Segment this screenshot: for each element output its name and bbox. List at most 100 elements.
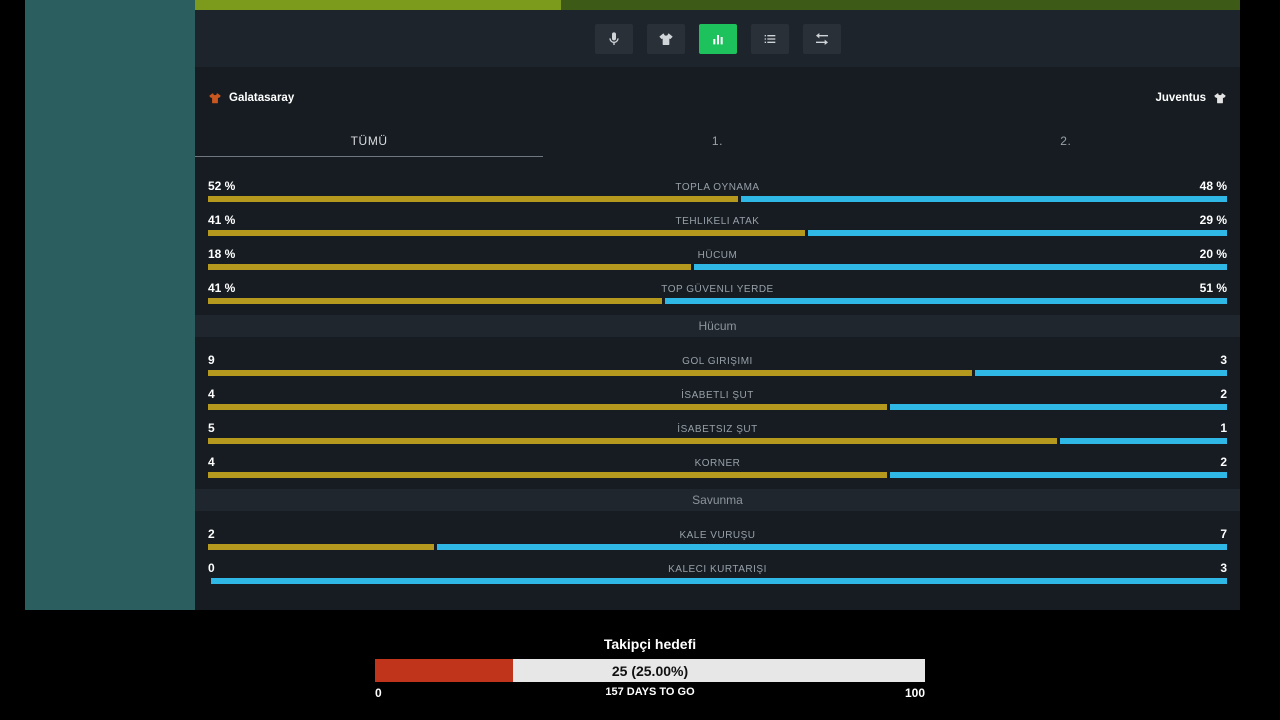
away-value: 3	[1220, 353, 1227, 367]
home-bar-segment	[208, 298, 663, 304]
stat-row: 4 İSABETLI ŞUT 2	[208, 387, 1227, 410]
stat-line: 9 GOL GIRIŞIMI 3	[208, 353, 1227, 367]
goal-progress-text: 25 (25.00%)	[611, 662, 689, 679]
top-progress-fill	[195, 0, 561, 10]
stat-bar	[208, 544, 1227, 550]
goal-scale-max: 100	[904, 686, 925, 700]
home-value: 2	[208, 527, 215, 541]
stat-label: KORNER	[694, 458, 741, 469]
away-value: 3	[1220, 561, 1227, 575]
home-value: 0	[208, 561, 215, 575]
stat-label: İSABETLI ŞUT	[681, 390, 754, 401]
teams-row: Galatasaray Juventus	[195, 89, 1240, 107]
microphone-icon	[606, 31, 622, 47]
microphone-button[interactable]	[594, 23, 633, 54]
home-bar-segment	[208, 264, 691, 270]
home-value: 41 %	[208, 281, 236, 295]
stat-line: 41 % TEHLIKELI ATAK 29 %	[208, 213, 1227, 227]
stat-row: 41 % TEHLIKELI ATAK 29 %	[208, 213, 1227, 236]
top-progress-bar	[195, 0, 1240, 10]
section-rows: 2 KALE VURUŞU 7 0 KALECI KURTARIŞI 3	[195, 527, 1240, 584]
home-team-name: Galatasaray	[229, 92, 295, 104]
home-bar-segment	[208, 196, 738, 202]
section-overview: 52 % TOPLA OYNAMA 48 % 41 % TEHLIKELI AT…	[195, 179, 1240, 304]
away-bar-segment	[890, 472, 1227, 478]
list-button[interactable]	[750, 23, 789, 54]
stat-bar	[208, 438, 1227, 444]
section-defense: Savunma 2 KALE VURUŞU 7 0 KALECI KURTARI…	[195, 489, 1240, 584]
away-bar-segment	[211, 578, 1227, 584]
stat-line: 18 % HÜCUM 20 %	[208, 247, 1227, 261]
stats-panel: Galatasaray Juventus TÜMÜ 1. 2. 52 % TOP…	[195, 0, 1240, 610]
goal-scale-min: 0	[375, 686, 382, 700]
stat-label: HÜCUM	[697, 250, 738, 261]
home-value: 52 %	[208, 179, 236, 193]
follower-goal-bar: 25 (25.00%)	[375, 659, 925, 682]
section-attack: Hücum 9 GOL GIRIŞIMI 3 4 İSABETLI ŞUT 2 …	[195, 315, 1240, 478]
away-value: 29 %	[1199, 213, 1227, 227]
tab-first-half[interactable]: 1.	[711, 133, 724, 148]
stat-row: 52 % TOPLA OYNAMA 48 %	[208, 179, 1227, 202]
away-value: 48 %	[1199, 179, 1227, 193]
tab-second-half[interactable]: 2.	[1060, 133, 1072, 148]
stat-bar	[208, 196, 1227, 202]
home-team: Galatasaray	[208, 91, 294, 105]
home-bar-segment	[208, 404, 888, 410]
stat-row: 5 İSABETSIZ ŞUT 1	[208, 421, 1227, 444]
home-bar-segment	[208, 230, 805, 236]
away-team-name: Juventus	[1155, 92, 1207, 104]
away-value: 2	[1220, 455, 1227, 469]
stat-label: KALE VURUŞU	[679, 530, 756, 541]
stat-label: İSABETSIZ ŞUT	[677, 424, 758, 435]
away-bar-segment	[693, 264, 1227, 270]
section-header-attack: Hücum	[195, 315, 1240, 337]
home-bar-segment	[208, 370, 973, 376]
away-value: 51 %	[1199, 281, 1227, 295]
stat-row: 2 KALE VURUŞU 7	[208, 527, 1227, 550]
bar-chart-icon	[710, 31, 726, 47]
stats-chart-button[interactable]	[698, 23, 737, 54]
jersey-icon	[658, 31, 674, 47]
stat-bar	[208, 370, 1227, 376]
home-value: 5	[208, 421, 215, 435]
left-teal-panel	[25, 0, 195, 610]
lineup-jersey-button[interactable]	[646, 23, 685, 54]
away-bar-segment	[665, 298, 1227, 304]
home-bar-segment	[208, 544, 435, 550]
swap-arrows-icon	[814, 31, 830, 47]
home-shirt-icon	[208, 91, 222, 105]
stat-label: GOL GIRIŞIMI	[682, 356, 753, 367]
stat-bar	[208, 578, 1227, 584]
stat-line: 52 % TOPLA OYNAMA 48 %	[208, 179, 1227, 193]
stat-line: 5 İSABETSIZ ŞUT 1	[208, 421, 1227, 435]
swap-button[interactable]	[802, 23, 841, 54]
home-value: 41 %	[208, 213, 236, 227]
away-value: 1	[1220, 421, 1227, 435]
period-tabs: TÜMÜ 1. 2.	[195, 125, 1240, 157]
section-header-defense: Savunma	[195, 489, 1240, 511]
stats-list: 52 % TOPLA OYNAMA 48 % 41 % TEHLIKELI AT…	[195, 179, 1240, 584]
toolbar	[195, 10, 1240, 67]
stat-label: TOP GÜVENLI YERDE	[661, 284, 774, 295]
stat-row: 4 KORNER 2	[208, 455, 1227, 478]
home-value: 18 %	[208, 247, 236, 261]
stat-bar	[208, 264, 1227, 270]
stat-row: 18 % HÜCUM 20 %	[208, 247, 1227, 270]
away-bar-segment	[807, 230, 1227, 236]
stat-line: 4 İSABETLI ŞUT 2	[208, 387, 1227, 401]
home-value: 9	[208, 353, 215, 367]
list-icon	[762, 31, 778, 47]
stat-label: TEHLIKELI ATAK	[675, 216, 760, 227]
home-value: 4	[208, 387, 215, 401]
section-rows: 52 % TOPLA OYNAMA 48 % 41 % TEHLIKELI AT…	[195, 179, 1240, 304]
goal-scale: 0 157 DAYS TO GO 100	[375, 686, 925, 700]
stat-label: TOPLA OYNAMA	[675, 182, 760, 193]
away-value: 20 %	[1199, 247, 1227, 261]
away-value: 2	[1220, 387, 1227, 401]
stat-line: 0 KALECI KURTARIŞI 3	[208, 561, 1227, 575]
stat-bar	[208, 472, 1227, 478]
tab-all[interactable]: TÜMÜ	[195, 125, 544, 157]
away-bar-segment	[437, 544, 1227, 550]
away-shirt-icon	[1213, 91, 1227, 105]
